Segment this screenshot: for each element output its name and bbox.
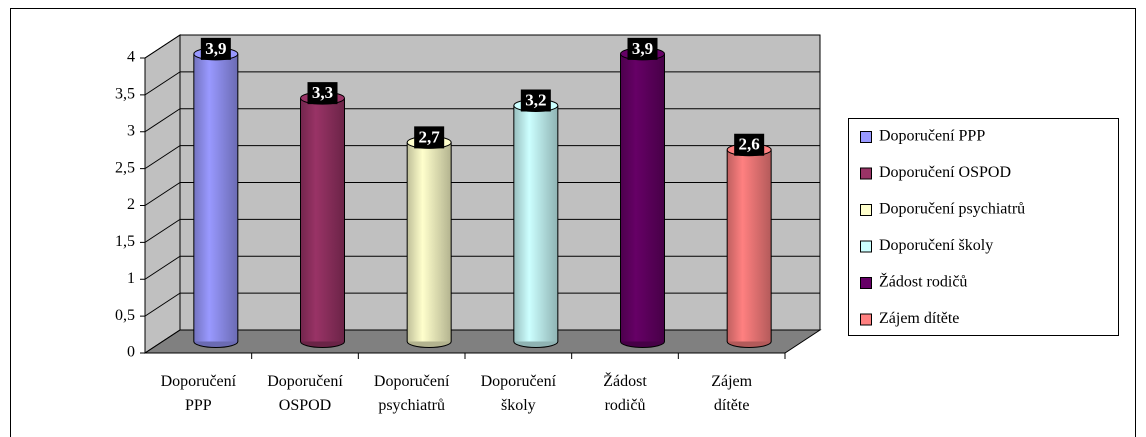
x-tick-label: Doporučení psychiatrů [374,373,450,414]
grid-line [144,34,181,59]
legend-label: Doporučení psychiatrů [879,201,1025,218]
grid-line [144,329,181,354]
value-label: 2,6 [739,135,760,154]
legend-box [848,118,1119,336]
grid-line [144,108,181,133]
bar [513,105,558,342]
grid-line [144,71,181,96]
grid-line [144,292,181,317]
grid-line [144,145,181,170]
bar [620,53,665,342]
value-label-box [627,37,658,60]
y-tick-label: 2,5 [115,159,135,176]
legend-label: Zájem dítěte [879,310,959,327]
value-label: 3,2 [525,90,546,109]
y-tick-label: 1,5 [115,233,135,250]
legend-swatch [860,313,872,326]
value-label: 3,9 [205,39,226,58]
value-label: 3,9 [632,39,653,58]
bar [300,98,345,342]
value-label-box [734,133,765,156]
legend-swatch [860,167,872,180]
bar [727,149,772,342]
y-tick-label: 0,5 [115,307,135,324]
y-tick-label: 3 [127,122,135,139]
grid-line [144,255,181,280]
legend-label: Žádost rodičů [879,272,967,291]
value-label-box [414,126,445,149]
grid-line [144,182,181,206]
bar [407,142,452,342]
value-label-box [307,82,338,105]
legend-swatch [860,277,872,289]
y-tick-label: 4 [127,49,135,66]
y-tick-label: 1 [127,270,135,287]
y-tick-label: 0 [127,344,135,361]
x-tick-label: Zájem dítěte [711,373,752,414]
legend-swatch [860,204,872,216]
floor [143,329,822,354]
legend-label: Doporučení PPP [879,128,985,145]
y-tick-label: 3,5 [115,86,135,103]
grid-line [144,218,181,243]
legend-label: Doporučení školy [879,237,993,254]
legend-swatch [860,240,872,253]
x-tick-label: Žádost rodičů [603,371,647,414]
bar [193,53,238,342]
x-tick-label: Doporučení školy [481,373,557,414]
y-tick-label: 2 [127,196,135,213]
x-tick-label: Doporučení OSPOD [267,373,343,414]
value-label: 2,7 [419,127,441,146]
value-label-box [200,37,231,60]
legend-swatch [860,131,872,143]
value-label: 3,3 [312,83,333,102]
x-tick-label: Doporučení PPP [161,373,237,414]
value-label-box [520,89,551,112]
legend-label: Doporučení OSPOD [879,164,1011,181]
